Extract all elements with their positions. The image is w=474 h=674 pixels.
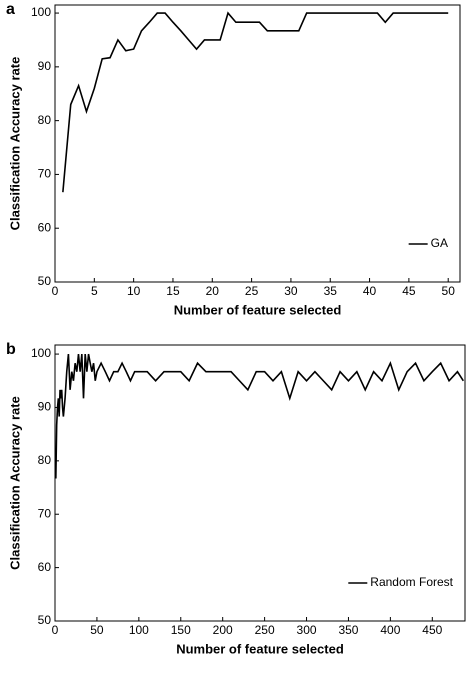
y-tick-label: 100 [31,346,51,360]
x-tick-label: 40 [363,284,377,298]
panel-label: a [6,1,15,18]
legend-label: GA [431,236,448,250]
y-tick-label: 50 [38,613,52,627]
plot-frame [54,344,466,622]
x-tick-label: 45 [402,284,416,298]
y-tick-label: 70 [38,167,52,181]
x-tick-label: 25 [245,284,259,298]
x-tick-label: 20 [206,284,220,298]
x-tick-label: 30 [284,284,298,298]
x-tick-label: 5 [91,284,98,298]
x-tick-label: 400 [380,623,400,637]
y-tick-label: 70 [38,506,52,520]
x-tick-label: 0 [52,623,59,637]
legend-label: Random Forest [370,575,453,589]
data-line [55,353,464,479]
x-tick-label: 350 [338,623,358,637]
y-tick-label: 80 [38,453,52,467]
x-axis-label: Number of feature selected [176,641,344,656]
y-tick-label: 90 [38,400,52,414]
y-axis-label: Classification Accuracy rate [7,396,22,570]
x-tick-label: 10 [127,284,141,298]
x-tick-label: 0 [52,284,59,298]
data-line [62,11,449,193]
x-axis-label: Number of feature selected [174,302,342,317]
x-tick-label: 50 [90,623,104,637]
x-tick-label: 15 [166,284,180,298]
y-tick-label: 80 [38,113,52,127]
y-tick-label: 90 [38,59,52,73]
x-tick-label: 250 [255,623,275,637]
x-tick-label: 150 [171,623,191,637]
y-tick-label: 50 [38,274,52,288]
x-tick-label: 35 [324,284,338,298]
y-tick-label: 60 [38,560,52,574]
panel-label: b [6,341,16,358]
y-tick-label: 100 [31,5,51,19]
x-tick-label: 50 [442,284,456,298]
x-tick-label: 450 [422,623,442,637]
x-tick-label: 300 [297,623,317,637]
y-axis-label: Classification Accuracy rate [7,57,22,231]
x-tick-label: 100 [129,623,149,637]
x-tick-label: 200 [213,623,233,637]
y-tick-label: 60 [38,220,52,234]
plot-frame [54,4,461,283]
